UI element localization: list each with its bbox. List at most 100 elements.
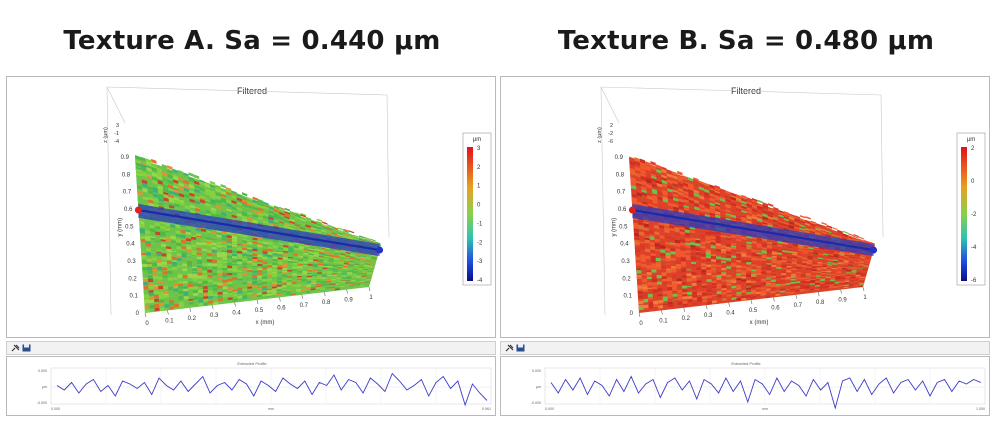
profile-end-marker: [870, 246, 878, 254]
surface-patch: [836, 268, 842, 270]
save-icon[interactable]: [22, 344, 31, 352]
surface-patch: [856, 270, 862, 272]
surface-patch: [858, 261, 865, 264]
surface-patch: [217, 288, 223, 292]
surface-patch: [267, 268, 273, 271]
surface-patch: [172, 176, 179, 181]
surface-patch: [365, 279, 371, 281]
surface-patch: [666, 264, 672, 268]
surface-patch: [642, 196, 648, 201]
surface-patch: [699, 195, 705, 200]
surface-patch: [225, 188, 232, 193]
surface-patch: [794, 291, 800, 295]
surface-patch: [173, 185, 179, 190]
surface-patch: [816, 272, 822, 275]
surface-patch: [672, 286, 678, 291]
surface-patch: [311, 280, 317, 283]
surface-patch: [263, 217, 269, 221]
surface-patch: [227, 297, 233, 301]
surface-patch: [263, 205, 269, 210]
surface-patch: [332, 268, 338, 271]
surface-patch: [710, 245, 716, 249]
surface-patch: [776, 262, 782, 265]
surface-patch: [257, 204, 264, 209]
surface-patch: [683, 190, 689, 195]
surface-patch: [810, 277, 816, 279]
surface-patch: [231, 214, 237, 219]
surface-patch: [686, 270, 692, 274]
surface-patch: [674, 239, 681, 244]
surface-patch: [674, 234, 680, 238]
surface-patch: [746, 268, 752, 272]
surface-patch: [212, 259, 218, 263]
surface-patch: [736, 257, 742, 261]
surface-patch: [848, 233, 854, 237]
surface-patch: [231, 236, 238, 240]
surface-patch: [222, 294, 228, 298]
surface-patch: [183, 301, 189, 305]
surface-patch: [182, 263, 188, 267]
surface-patch: [232, 256, 238, 259]
surface-patch: [298, 255, 304, 258]
surface-patch: [716, 297, 722, 301]
surface-patch: [741, 279, 747, 282]
surface-patch: [350, 251, 357, 254]
surface-patch: [850, 275, 857, 277]
surface-patch: [667, 179, 673, 185]
save-icon[interactable]: [516, 344, 525, 352]
surface-patch: [816, 267, 822, 269]
pin-icon[interactable]: [11, 344, 20, 352]
surface-patch: [185, 231, 191, 236]
surface-patch: [152, 188, 159, 194]
surface-patch: [711, 264, 717, 267]
surface-patch: [350, 278, 356, 281]
surface-patch: [639, 243, 646, 247]
surface-patch: [756, 260, 762, 264]
surface-patch: [633, 224, 639, 229]
surface-patch: [345, 251, 352, 255]
surface-patch: [824, 286, 830, 288]
surface-patch: [790, 276, 796, 279]
texture-b-profile-panel: Extracted Profile 0.000 μm -0.000 0.000 mm 1.0…: [500, 356, 990, 416]
surface-patch: [773, 206, 779, 211]
surface-patch: [704, 199, 710, 204]
surface-patch: [318, 258, 324, 261]
texture-a-profile-toolbar: [6, 341, 496, 355]
surface-patch: [136, 181, 143, 187]
surface-patch: [629, 160, 635, 166]
surface-patch: [705, 255, 711, 259]
surface-patch: [830, 277, 836, 280]
surface-patch: [252, 280, 258, 284]
surface-patch: [231, 211, 237, 216]
surface-patch: [840, 277, 846, 279]
surface-patch: [714, 205, 721, 210]
surface-patch: [818, 250, 824, 253]
surface-patch: [168, 297, 174, 301]
surface-patch: [341, 273, 347, 275]
surface-patch: [282, 265, 288, 268]
surface-patch: [805, 281, 811, 284]
surface-patch: [854, 254, 861, 257]
surface-patch: [823, 252, 829, 255]
surface-patch: [165, 227, 171, 232]
surface-patch: [262, 220, 269, 224]
surface-patch: [347, 267, 354, 269]
pin-icon[interactable]: [505, 344, 514, 352]
surface-patch: [217, 285, 223, 289]
surface-patch: [848, 259, 854, 261]
surface-patch: [242, 292, 248, 296]
surface-patch: [161, 256, 167, 260]
surface-patch: [211, 234, 217, 238]
surface-patch: [731, 274, 737, 277]
surface-patch: [639, 246, 646, 250]
surface-patch: [691, 275, 697, 279]
surface-patch: [188, 301, 194, 305]
surface-patch: [257, 270, 263, 273]
surface-patch: [257, 257, 263, 260]
surface-patch: [209, 184, 216, 189]
surface-patch: [741, 284, 747, 288]
surface-patch: [273, 213, 280, 218]
surface-patch: [812, 254, 819, 257]
surface-patch: [216, 247, 222, 251]
surface-patch: [296, 288, 302, 291]
